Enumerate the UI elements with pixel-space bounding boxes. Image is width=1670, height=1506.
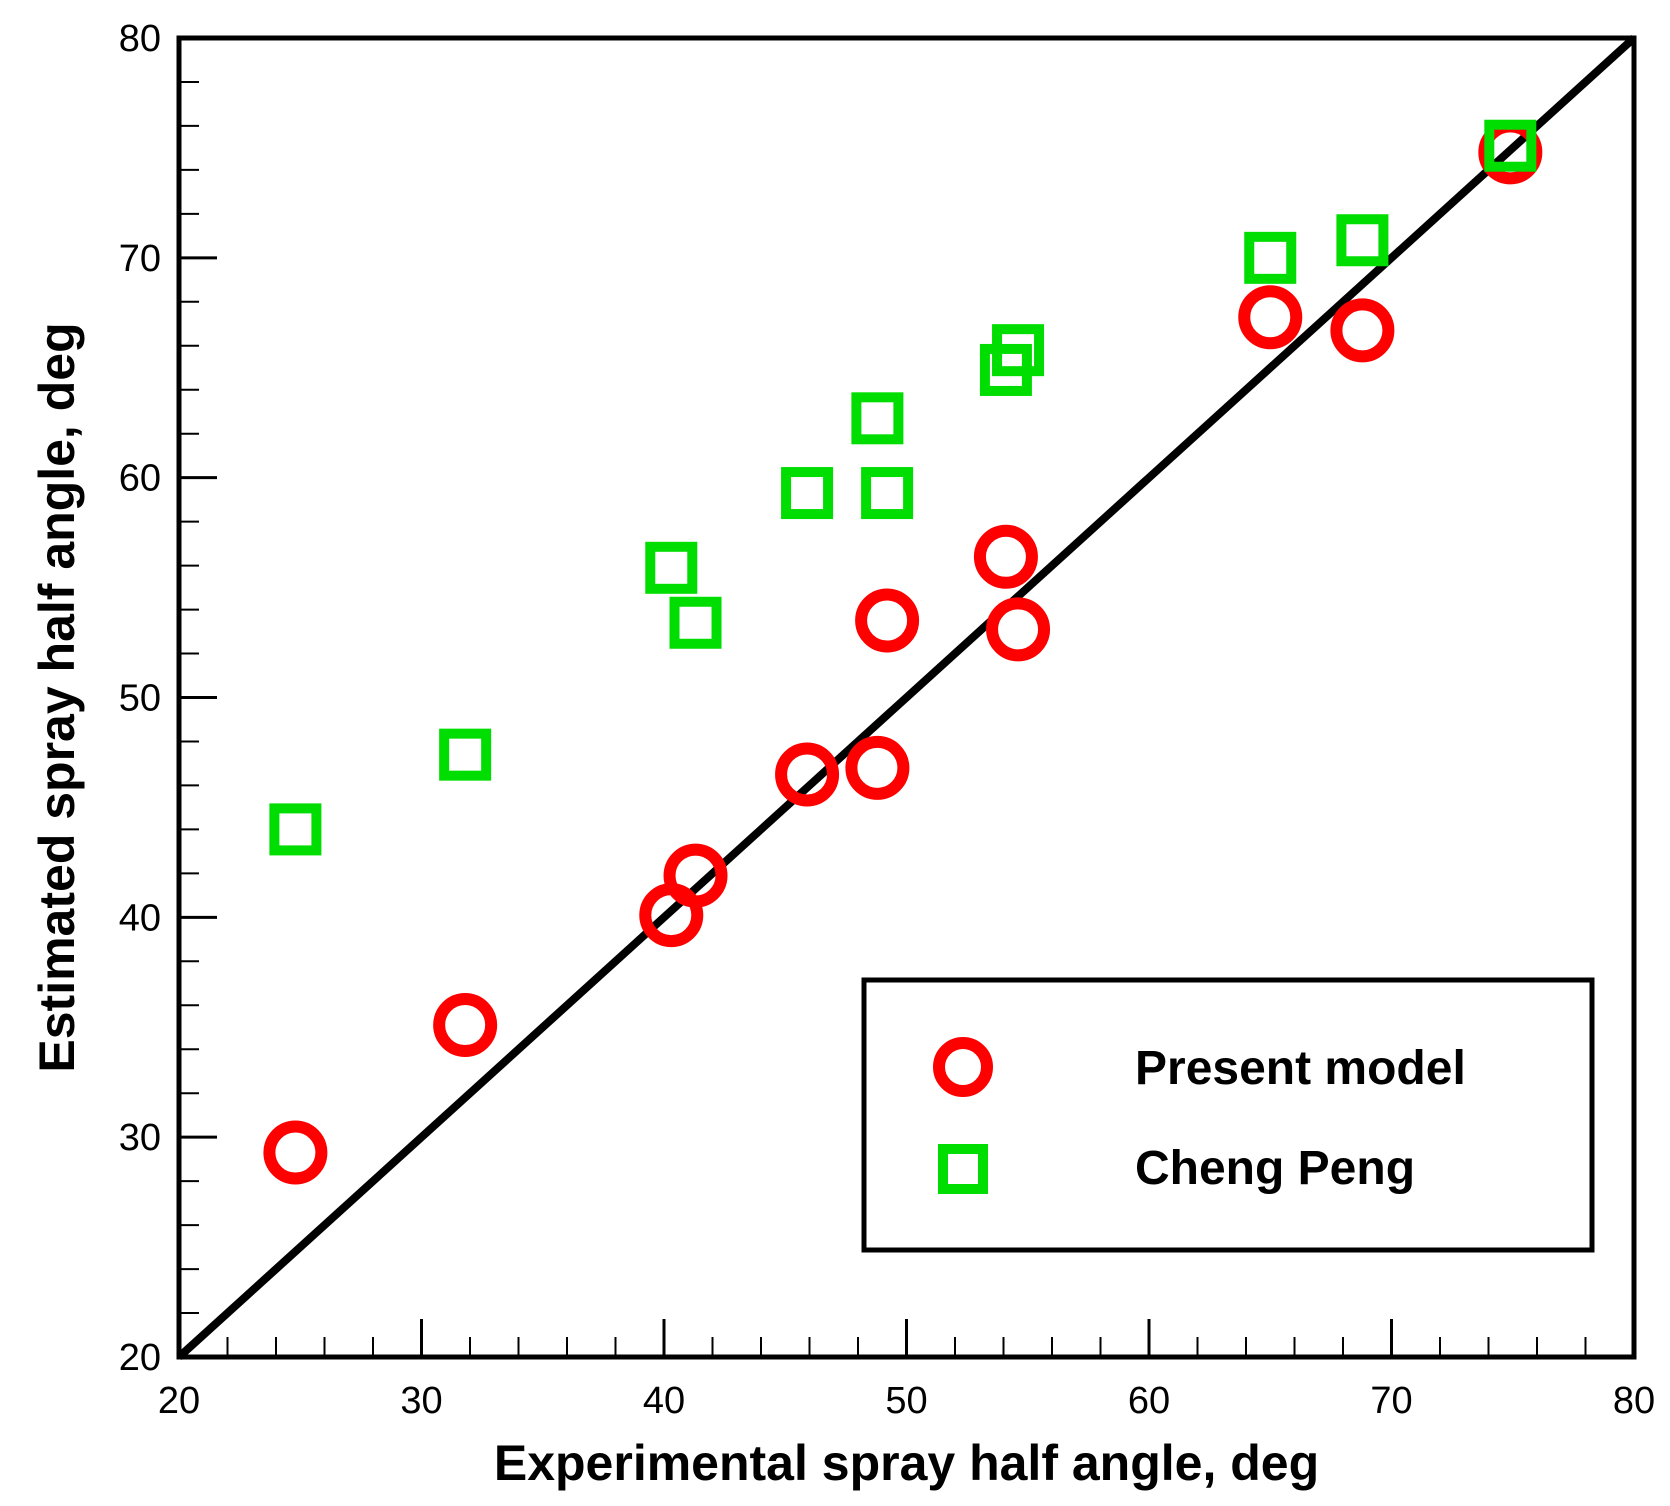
point-cheng-peng [269, 803, 322, 856]
minor-ticks [179, 80, 1587, 1357]
legend-label-cheng-peng: Cheng Peng [1135, 1142, 1415, 1195]
point-cheng-peng [861, 467, 914, 520]
x-tick-label: 60 [1128, 1380, 1170, 1422]
point-cheng-peng [439, 728, 492, 781]
point-present-model [775, 742, 840, 807]
x-tick-label: 50 [885, 1380, 927, 1422]
point-cheng-peng [1484, 119, 1537, 172]
legend-label-present-model: Present model [1135, 1042, 1466, 1095]
legend-box [861, 977, 1595, 1253]
x-tick-label: 80 [1613, 1380, 1655, 1422]
point-present-model [845, 735, 910, 800]
point-cheng-peng [1336, 214, 1389, 267]
point-present-model [663, 843, 728, 908]
legend: Present model Cheng Peng [861, 977, 1595, 1253]
point-present-model [263, 1120, 328, 1185]
point-cheng-peng [1244, 231, 1297, 284]
point-cheng-peng [851, 392, 904, 445]
point-present-model [973, 524, 1038, 589]
y-tick-label: 40 [119, 897, 161, 939]
legend-marker-present-model [933, 1037, 993, 1097]
x-axis-title: Experimental spray half angle, deg [494, 1435, 1319, 1491]
y-axis-title: Estimated spray half angle, deg [29, 322, 85, 1072]
point-present-model [1330, 298, 1395, 363]
point-cheng-peng [992, 324, 1045, 377]
y-tick-label: 70 [119, 238, 161, 280]
point-cheng-peng [669, 596, 722, 649]
x-tick-label: 20 [158, 1380, 200, 1422]
y-tick-label: 20 [119, 1337, 161, 1379]
point-present-model [855, 588, 920, 653]
y-tick-label: 80 [119, 18, 161, 60]
y-tick-label: 50 [119, 678, 161, 720]
point-cheng-peng [645, 541, 698, 594]
data-points [263, 119, 1543, 1185]
plot-frame [176, 35, 1637, 1360]
point-present-model [433, 993, 498, 1058]
x-tick-label: 40 [643, 1380, 685, 1422]
point-present-model [1238, 285, 1303, 350]
x-tick-label: 70 [1370, 1380, 1412, 1422]
x-tick-label: 30 [400, 1380, 442, 1422]
reference-line [176, 35, 1637, 1360]
y-tick-label: 30 [119, 1117, 161, 1159]
tick-labels: 20 30 40 50 60 70 80 20 30 40 50 60 70 80 [119, 18, 1655, 1422]
point-cheng-peng [781, 467, 834, 520]
legend-marker-cheng-peng [938, 1144, 988, 1194]
y-tick-label: 60 [119, 458, 161, 500]
point-present-model [986, 597, 1051, 662]
